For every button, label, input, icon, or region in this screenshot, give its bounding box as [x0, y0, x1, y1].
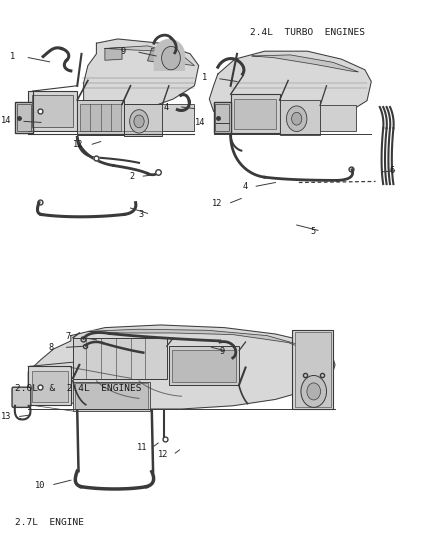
- FancyBboxPatch shape: [75, 383, 148, 409]
- FancyBboxPatch shape: [28, 367, 71, 405]
- Text: 12: 12: [159, 450, 169, 459]
- Text: 4: 4: [243, 182, 247, 191]
- Text: 11: 11: [137, 443, 148, 452]
- Text: 10: 10: [35, 481, 45, 490]
- Circle shape: [162, 46, 180, 70]
- FancyBboxPatch shape: [80, 104, 121, 132]
- FancyBboxPatch shape: [124, 104, 162, 136]
- Text: 2.7L  ENGINE: 2.7L ENGINE: [15, 519, 85, 527]
- Text: 2: 2: [130, 172, 135, 181]
- Circle shape: [307, 383, 321, 400]
- FancyBboxPatch shape: [32, 370, 68, 401]
- FancyBboxPatch shape: [15, 102, 32, 133]
- FancyBboxPatch shape: [73, 338, 167, 379]
- Text: 2.4L  TURBO  ENGINES: 2.4L TURBO ENGINES: [250, 28, 365, 37]
- Text: 3: 3: [138, 210, 143, 219]
- FancyBboxPatch shape: [214, 102, 231, 133]
- Text: 14: 14: [1, 116, 11, 125]
- FancyBboxPatch shape: [295, 333, 331, 407]
- Polygon shape: [209, 51, 371, 127]
- Polygon shape: [252, 55, 358, 72]
- Circle shape: [292, 112, 302, 125]
- FancyBboxPatch shape: [234, 99, 276, 130]
- FancyBboxPatch shape: [215, 104, 229, 131]
- Text: 9: 9: [121, 47, 126, 55]
- Circle shape: [301, 375, 326, 407]
- Polygon shape: [148, 49, 169, 63]
- Text: 14: 14: [194, 118, 205, 127]
- FancyBboxPatch shape: [279, 100, 320, 135]
- Polygon shape: [105, 47, 122, 60]
- Text: 12: 12: [73, 140, 84, 149]
- Text: 13: 13: [1, 412, 11, 421]
- Polygon shape: [28, 325, 335, 409]
- FancyBboxPatch shape: [169, 346, 239, 384]
- FancyBboxPatch shape: [320, 106, 357, 131]
- Polygon shape: [84, 39, 199, 112]
- FancyBboxPatch shape: [231, 94, 279, 133]
- Circle shape: [286, 106, 307, 132]
- FancyBboxPatch shape: [17, 104, 31, 131]
- Polygon shape: [88, 329, 322, 356]
- Text: 7: 7: [66, 332, 71, 341]
- FancyBboxPatch shape: [73, 382, 150, 411]
- Text: 1: 1: [202, 73, 207, 82]
- Text: 4: 4: [164, 102, 169, 111]
- Text: 9: 9: [219, 347, 224, 356]
- FancyBboxPatch shape: [172, 350, 236, 382]
- Circle shape: [130, 110, 148, 133]
- Text: 6: 6: [389, 166, 395, 175]
- FancyBboxPatch shape: [77, 100, 124, 135]
- FancyBboxPatch shape: [293, 330, 333, 409]
- Polygon shape: [105, 46, 194, 66]
- Text: 5: 5: [311, 228, 316, 237]
- Text: 2.0L  &  2.4L  ENGINES: 2.0L & 2.4L ENGINES: [15, 384, 142, 393]
- FancyBboxPatch shape: [12, 387, 31, 407]
- Text: 12: 12: [212, 199, 222, 208]
- FancyBboxPatch shape: [28, 91, 77, 131]
- FancyBboxPatch shape: [32, 95, 74, 127]
- Circle shape: [134, 115, 144, 128]
- Text: 8: 8: [49, 343, 54, 352]
- FancyBboxPatch shape: [162, 104, 194, 131]
- Text: 1: 1: [10, 52, 15, 61]
